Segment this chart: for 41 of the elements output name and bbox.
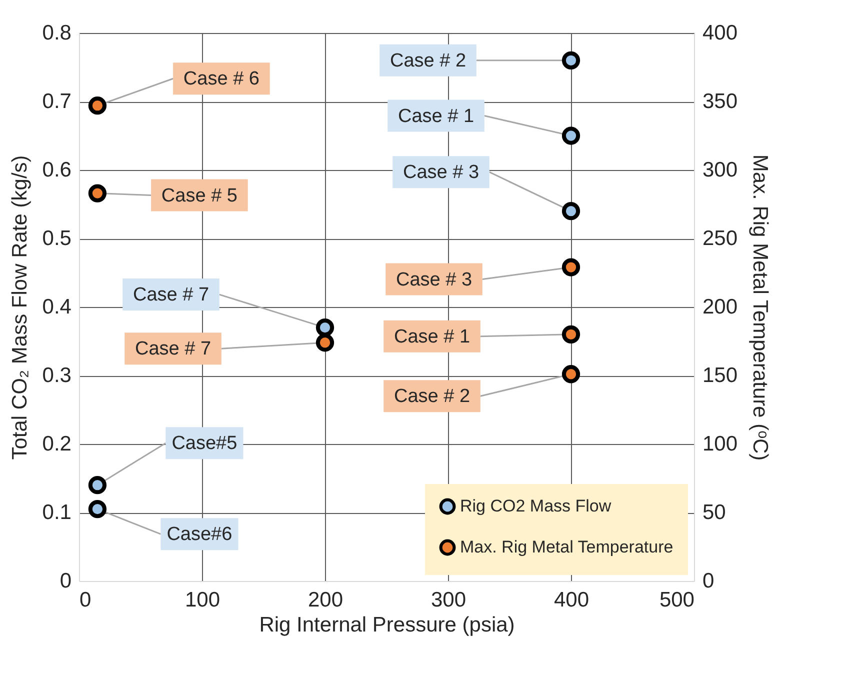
x-tick-label: 400 [554,588,590,612]
x-tick-label: 200 [308,588,344,612]
annotation: Case # 7 [134,338,212,360]
annotation: Case#5 [172,433,238,454]
y2-tick-label: 250 [702,227,738,250]
legend-label: Rig CO2 Mass Flow [460,496,612,516]
annotation: Case # 3 [402,162,480,184]
x-tick-label: 500 [659,588,694,612]
annotation: Case # 6 [183,68,260,90]
annotation: Case # 7 [132,284,210,306]
y2-tick-label: 400 [702,22,738,44]
y-tick-label: 0.6 [42,158,72,182]
annotation: Case # 1 [398,106,474,127]
y2-tick-label: 0 [702,570,714,592]
y-tick-label: 0.2 [42,432,72,456]
annotation: Case # 5 [161,185,238,206]
y-tick-label: 0.5 [42,227,72,250]
legend-label: Max. Rig Metal Temperature [460,538,674,556]
annotation: Case # 2 [390,50,466,72]
y-tick-label: 0 [60,570,72,592]
x-tick-label: 100 [184,588,220,612]
annotation: Case # 2 [394,386,470,408]
y2-tick-label: 150 [702,364,738,387]
annotation: Case # 3 [396,269,472,290]
x-axis-title: Rig Internal Pressure (psia) [259,614,515,636]
y-tick-label: 0.7 [42,90,72,113]
annotation: Case # 1 [394,326,470,348]
y-tick-label: 0.8 [42,22,72,44]
x-tick-label: 0 [80,588,92,612]
y2-tick-label: 100 [702,432,738,456]
y2-tick-label: 200 [702,296,738,318]
y-tick-label: 0.4 [42,296,72,318]
y-axis-title: Total CO₂ Mass Flow Rate (kg/s) [8,155,32,460]
x-tick-label: 300 [430,588,466,612]
y2-axis-title: Max. Rig Metal Temperature (ᵒC) [748,154,772,461]
y2-tick-label: 300 [702,158,738,182]
y-tick-label: 0.1 [42,501,72,524]
y2-tick-label: 350 [702,90,738,113]
y2-tick-label: 50 [702,501,726,524]
annotation: Case#6 [166,524,232,546]
y-tick-label: 0.3 [42,364,72,387]
